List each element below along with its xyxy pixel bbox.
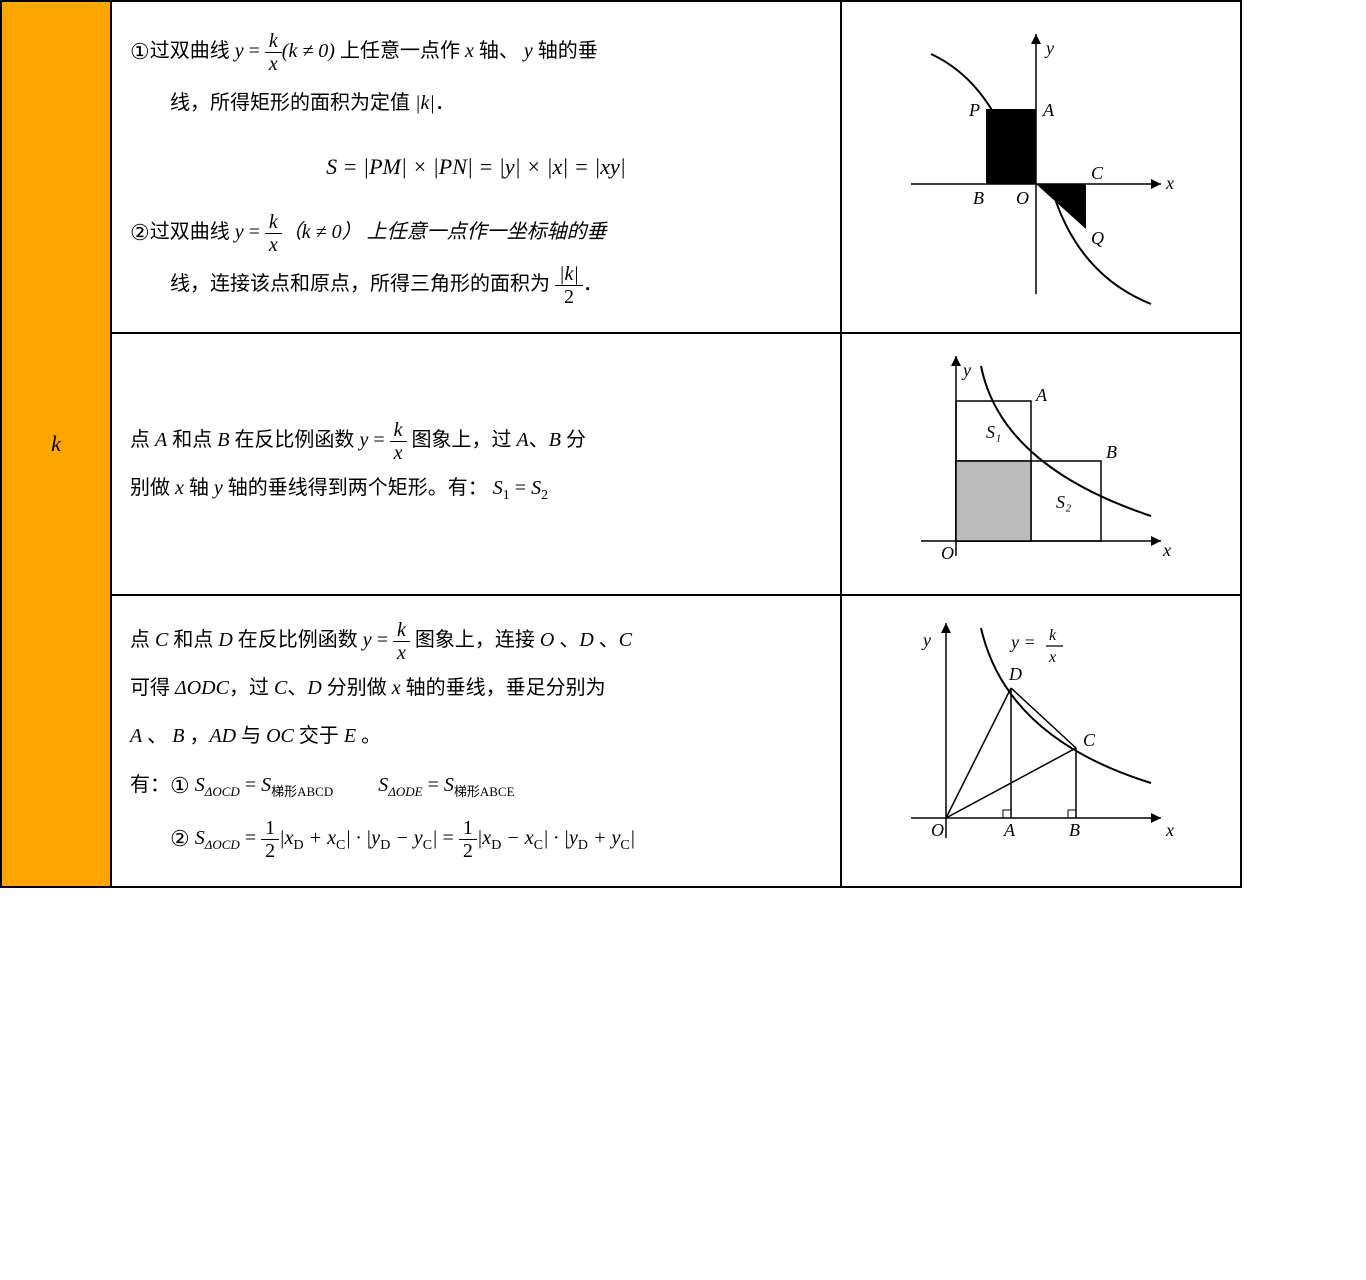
r1-x1: x <box>465 40 474 62</box>
row3-content: 点 C 和点 D 在反比例函数 y = kx 图象上，连接 O 、D 、C 可得… <box>111 595 841 887</box>
svg-text:C: C <box>1091 163 1104 183</box>
r1-cond2: （k ≠ 0） 上任意一点作一坐标轴的垂 <box>282 221 607 243</box>
row2-figure: y x O A B S₁ S₂ <box>841 333 1241 595</box>
svg-text:x: x <box>1165 820 1174 840</box>
hyperbola-diagram-1: y x P A B O C Q ． <box>891 14 1191 314</box>
svg-text:x: x <box>1165 173 1174 193</box>
r1-eq: = <box>244 40 265 62</box>
row3-figure: y x O A B D C y = k x <box>841 595 1241 887</box>
r1-y: y <box>235 40 244 62</box>
hyperbola-diagram-2: y x O A B S₁ S₂ <box>901 346 1181 576</box>
svg-text:A: A <box>1035 385 1048 405</box>
r1-text-a: 过双曲线 <box>150 40 235 62</box>
r1-y1: y <box>524 40 533 62</box>
r1-line4: 线，连接该点和原点，所得三角形的面积为 |k|2． <box>130 260 603 308</box>
svg-text:y: y <box>1044 38 1054 58</box>
svg-text:A: A <box>1003 820 1016 840</box>
svg-text:B: B <box>1069 820 1080 840</box>
svg-text:y: y <box>961 360 971 380</box>
side-label-cell: k <box>1 1 111 887</box>
r1-text-c: 上任意一点作 <box>335 40 465 62</box>
side-label: k <box>51 431 61 456</box>
r1-text-d: 轴、 <box>474 40 524 62</box>
r1-frac: kx <box>265 30 282 75</box>
svg-text:B: B <box>1106 442 1117 462</box>
circled-2: ② <box>130 207 150 260</box>
svg-text:C: C <box>1083 730 1096 750</box>
svg-text:D: D <box>1008 664 1022 684</box>
r1-frac2: kx <box>265 211 282 256</box>
r1-line2: 线，所得矩形的面积为定值 |k|． <box>130 79 455 127</box>
svg-text:O: O <box>941 543 954 563</box>
svg-text:y =: y = <box>1009 632 1036 652</box>
svg-text:A: A <box>1042 100 1055 120</box>
svg-text:x: x <box>1162 540 1171 560</box>
r1-cond: (k ≠ 0) <box>282 40 335 62</box>
row2-content: 点 A 和点 B 在反比例函数 y = kx 图象上，过 A、B 分 别做 x … <box>111 333 841 595</box>
r1-formula: S = |PM| × |PN| = |y| × |x| = |xy| <box>130 141 822 194</box>
circled-1: ① <box>130 26 150 79</box>
svg-text:P: P <box>968 100 980 120</box>
svg-text:Q: Q <box>1091 228 1104 248</box>
hyperbola-diagram-3: y x O A B D C y = k x <box>891 608 1191 868</box>
r1-text-e: 轴的垂 <box>533 40 598 62</box>
svg-text:B: B <box>973 188 984 208</box>
svg-text:S₁: S₁ <box>986 422 1001 442</box>
svg-text:O: O <box>931 820 944 840</box>
svg-text:S₂: S₂ <box>1056 492 1071 512</box>
row1-figure: y x P A B O C Q ． <box>841 1 1241 333</box>
r1-text2a: 过双曲线 <box>150 221 235 243</box>
svg-text:k: k <box>1049 627 1057 644</box>
row1-content: ①过双曲线 y = kx(k ≠ 0) 上任意一点作 x 轴、 y 轴的垂 线，… <box>111 1 841 333</box>
svg-text:x: x <box>1048 649 1056 666</box>
svg-text:y: y <box>921 630 931 650</box>
properties-table: k ①过双曲线 y = kx(k ≠ 0) 上任意一点作 x 轴、 y 轴的垂 … <box>0 0 1242 888</box>
svg-text:O: O <box>1016 188 1029 208</box>
